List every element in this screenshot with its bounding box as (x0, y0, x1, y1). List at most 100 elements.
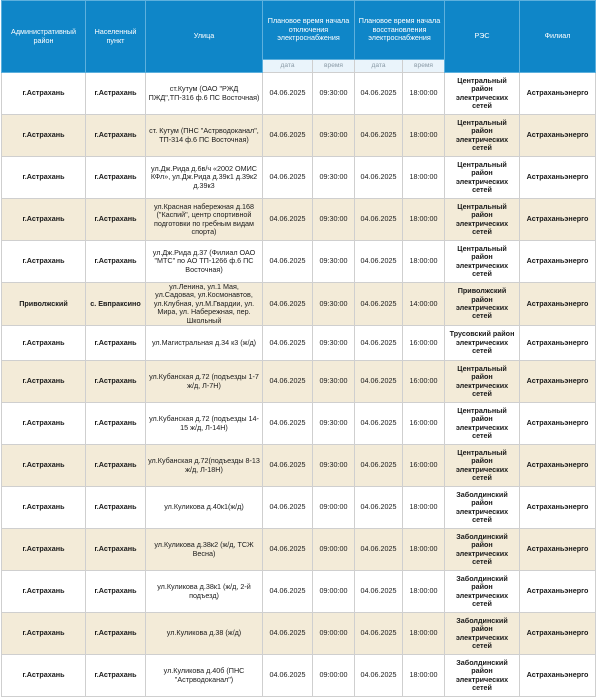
cell-off-date: 04.06.2025 (262, 72, 313, 115)
header-street: Улица (145, 0, 263, 73)
cell-on-date: 04.06.2025 (354, 156, 404, 199)
cell-off-date: 04.06.2025 (262, 325, 313, 362)
table-row: г.Астрахань г.Астрахань ул.Куликова д.40к1… (1, 486, 596, 530)
table-row: г.Астрахань г.Астрахань ул.Куликова д.38к1… (1, 570, 596, 614)
cell-street: ул.Дж.Рида д.6в/ч «2002 ОМИС КФл», ул.Дж… (145, 156, 263, 199)
cell-street: ул.Дж.Рида д.37 (Филиал ОАО "МТС" по АО … (145, 240, 263, 283)
header-locality: Населенный пункт (85, 0, 146, 73)
cell-off-date: 04.06.2025 (262, 198, 313, 241)
cell-off-time: 09:00:00 (311, 570, 356, 614)
cell-district: г.Астрахань (1, 612, 86, 656)
cell-off-date: 04.06.2025 (262, 281, 313, 327)
cell-res: Центральный район электрических сетей (444, 360, 521, 404)
cell-branch: Астраханьэнерго (519, 114, 596, 157)
cell-off-time: 09:30:00 (311, 198, 356, 241)
cell-off-date: 04.06.2025 (262, 240, 313, 283)
cell-branch: Астраханьэнерго (519, 444, 596, 488)
cell-res: Центральный район электрических сетей (444, 156, 521, 199)
cell-locality: г.Астрахань (85, 612, 146, 656)
table-row: г.Астрахань г.Астрахань ул.Дж.Рида д.37 (Ф… (1, 240, 596, 283)
table-row: г.Астрахань г.Астрахань ул.Куликова д.40б … (1, 654, 596, 697)
header-off-time: Плановое время начала отключения электро… (261, 0, 356, 60)
cell-on-date: 04.06.2025 (354, 198, 404, 241)
cell-res: Трусовский район электрических сетей (444, 325, 521, 362)
cell-on-time: 18:00:00 (402, 198, 446, 241)
cell-district: г.Астрахань (1, 72, 86, 115)
cell-res: Центральный район электрических сетей (444, 444, 521, 488)
cell-locality: г.Астрахань (85, 528, 146, 572)
cell-branch: Астраханьэнерго (519, 72, 596, 115)
cell-off-date: 04.06.2025 (262, 114, 313, 157)
cell-street: ул.Куликова д.38к2 (ж/д, ТСЖ Весна) (145, 528, 263, 572)
cell-locality: г.Астрахань (85, 72, 146, 115)
cell-on-date: 04.06.2025 (354, 360, 404, 404)
cell-on-date: 04.06.2025 (354, 654, 404, 697)
cell-locality: г.Астрахань (85, 402, 146, 446)
cell-off-time: 09:00:00 (311, 654, 356, 697)
cell-off-date: 04.06.2025 (262, 612, 313, 656)
table-row: г.Астрахань г.Астрахань ул.Кубанская д.72(… (1, 444, 596, 488)
cell-off-time: 09:30:00 (311, 240, 356, 283)
cell-res: Заболдинский район электрических сетей (444, 654, 521, 697)
cell-on-time: 18:00:00 (402, 654, 446, 697)
cell-off-time: 09:30:00 (311, 402, 356, 446)
cell-on-time: 16:00:00 (402, 360, 446, 404)
cell-on-time: 16:00:00 (402, 402, 446, 446)
cell-on-date: 04.06.2025 (354, 240, 404, 283)
subheader-on-time: время (402, 59, 446, 73)
cell-locality: г.Астрахань (85, 198, 146, 241)
cell-branch: Астраханьэнерго (519, 156, 596, 199)
cell-district: г.Астрахань (1, 114, 86, 157)
table-row: г.Астрахань г.Астрахань ул.Куликова д.38 (… (1, 612, 596, 656)
cell-on-time: 18:00:00 (402, 612, 446, 656)
cell-district: г.Астрахань (1, 240, 86, 283)
cell-off-date: 04.06.2025 (262, 444, 313, 488)
cell-on-date: 04.06.2025 (354, 444, 404, 488)
cell-branch: Астраханьэнерго (519, 486, 596, 530)
cell-branch: Астраханьэнерго (519, 325, 596, 362)
cell-district: г.Астрахань (1, 402, 86, 446)
cell-street: ул.Кубанская д.72(подъезды 8-13 ж/д, Л-1… (145, 444, 263, 488)
cell-locality: г.Астрахань (85, 240, 146, 283)
cell-district: г.Астрахань (1, 325, 86, 362)
cell-branch: Астраханьэнерго (519, 570, 596, 614)
cell-off-time: 09:00:00 (311, 528, 356, 572)
cell-branch: Астраханьэнерго (519, 654, 596, 697)
cell-on-time: 18:00:00 (402, 156, 446, 199)
cell-off-date: 04.06.2025 (262, 402, 313, 446)
cell-res: Заболдинский район электрических сетей (444, 570, 521, 614)
header-branch: Филиал (519, 0, 596, 73)
header-row: Административный район Населенный пункт … (1, 0, 596, 73)
cell-on-time: 18:00:00 (402, 240, 446, 283)
cell-branch: Астраханьэнерго (519, 528, 596, 572)
cell-street: ул.Кубанская д.72 (подъезды 14-15 ж/д, Л… (145, 402, 263, 446)
cell-on-time: 14:00:00 (402, 281, 446, 327)
cell-on-date: 04.06.2025 (354, 528, 404, 572)
cell-off-time: 09:30:00 (311, 72, 356, 115)
cell-locality: г.Астрахань (85, 570, 146, 614)
cell-res: Заболдинский район электрических сетей (444, 486, 521, 530)
cell-off-time: 09:30:00 (311, 281, 356, 327)
cell-on-time: 18:00:00 (402, 486, 446, 530)
cell-district: г.Астрахань (1, 156, 86, 199)
cell-street: ул.Красная набережная д.168 ("Каспий", ц… (145, 198, 263, 241)
cell-on-date: 04.06.2025 (354, 114, 404, 157)
cell-off-date: 04.06.2025 (262, 360, 313, 404)
cell-res: Заболдинский район электрических сетей (444, 528, 521, 572)
cell-district: г.Астрахань (1, 444, 86, 488)
cell-off-date: 04.06.2025 (262, 156, 313, 199)
cell-res: Центральный район электрических сетей (444, 198, 521, 241)
cell-off-time: 09:00:00 (311, 612, 356, 656)
cell-on-date: 04.06.2025 (354, 402, 404, 446)
table-row: г.Астрахань г.Астрахань ст. Кутум (ПНС "Ас… (1, 114, 596, 157)
cell-on-date: 04.06.2025 (354, 281, 404, 327)
cell-branch: Астраханьэнерго (519, 360, 596, 404)
cell-off-date: 04.06.2025 (262, 654, 313, 697)
cell-res: Центральный район электрических сетей (444, 114, 521, 157)
table-row: г.Астрахань г.Астрахань ул.Кубанская д.72 … (1, 402, 596, 446)
subheader-off-date: дата (262, 59, 313, 73)
table-row: г.Астрахань г.Астрахань ул.Дж.Рида д.6в/ч … (1, 156, 596, 199)
cell-locality: г.Астрахань (85, 325, 146, 362)
cell-street: ул.Куликова д.38к1 (ж/д, 2-й подъезд) (145, 570, 263, 614)
